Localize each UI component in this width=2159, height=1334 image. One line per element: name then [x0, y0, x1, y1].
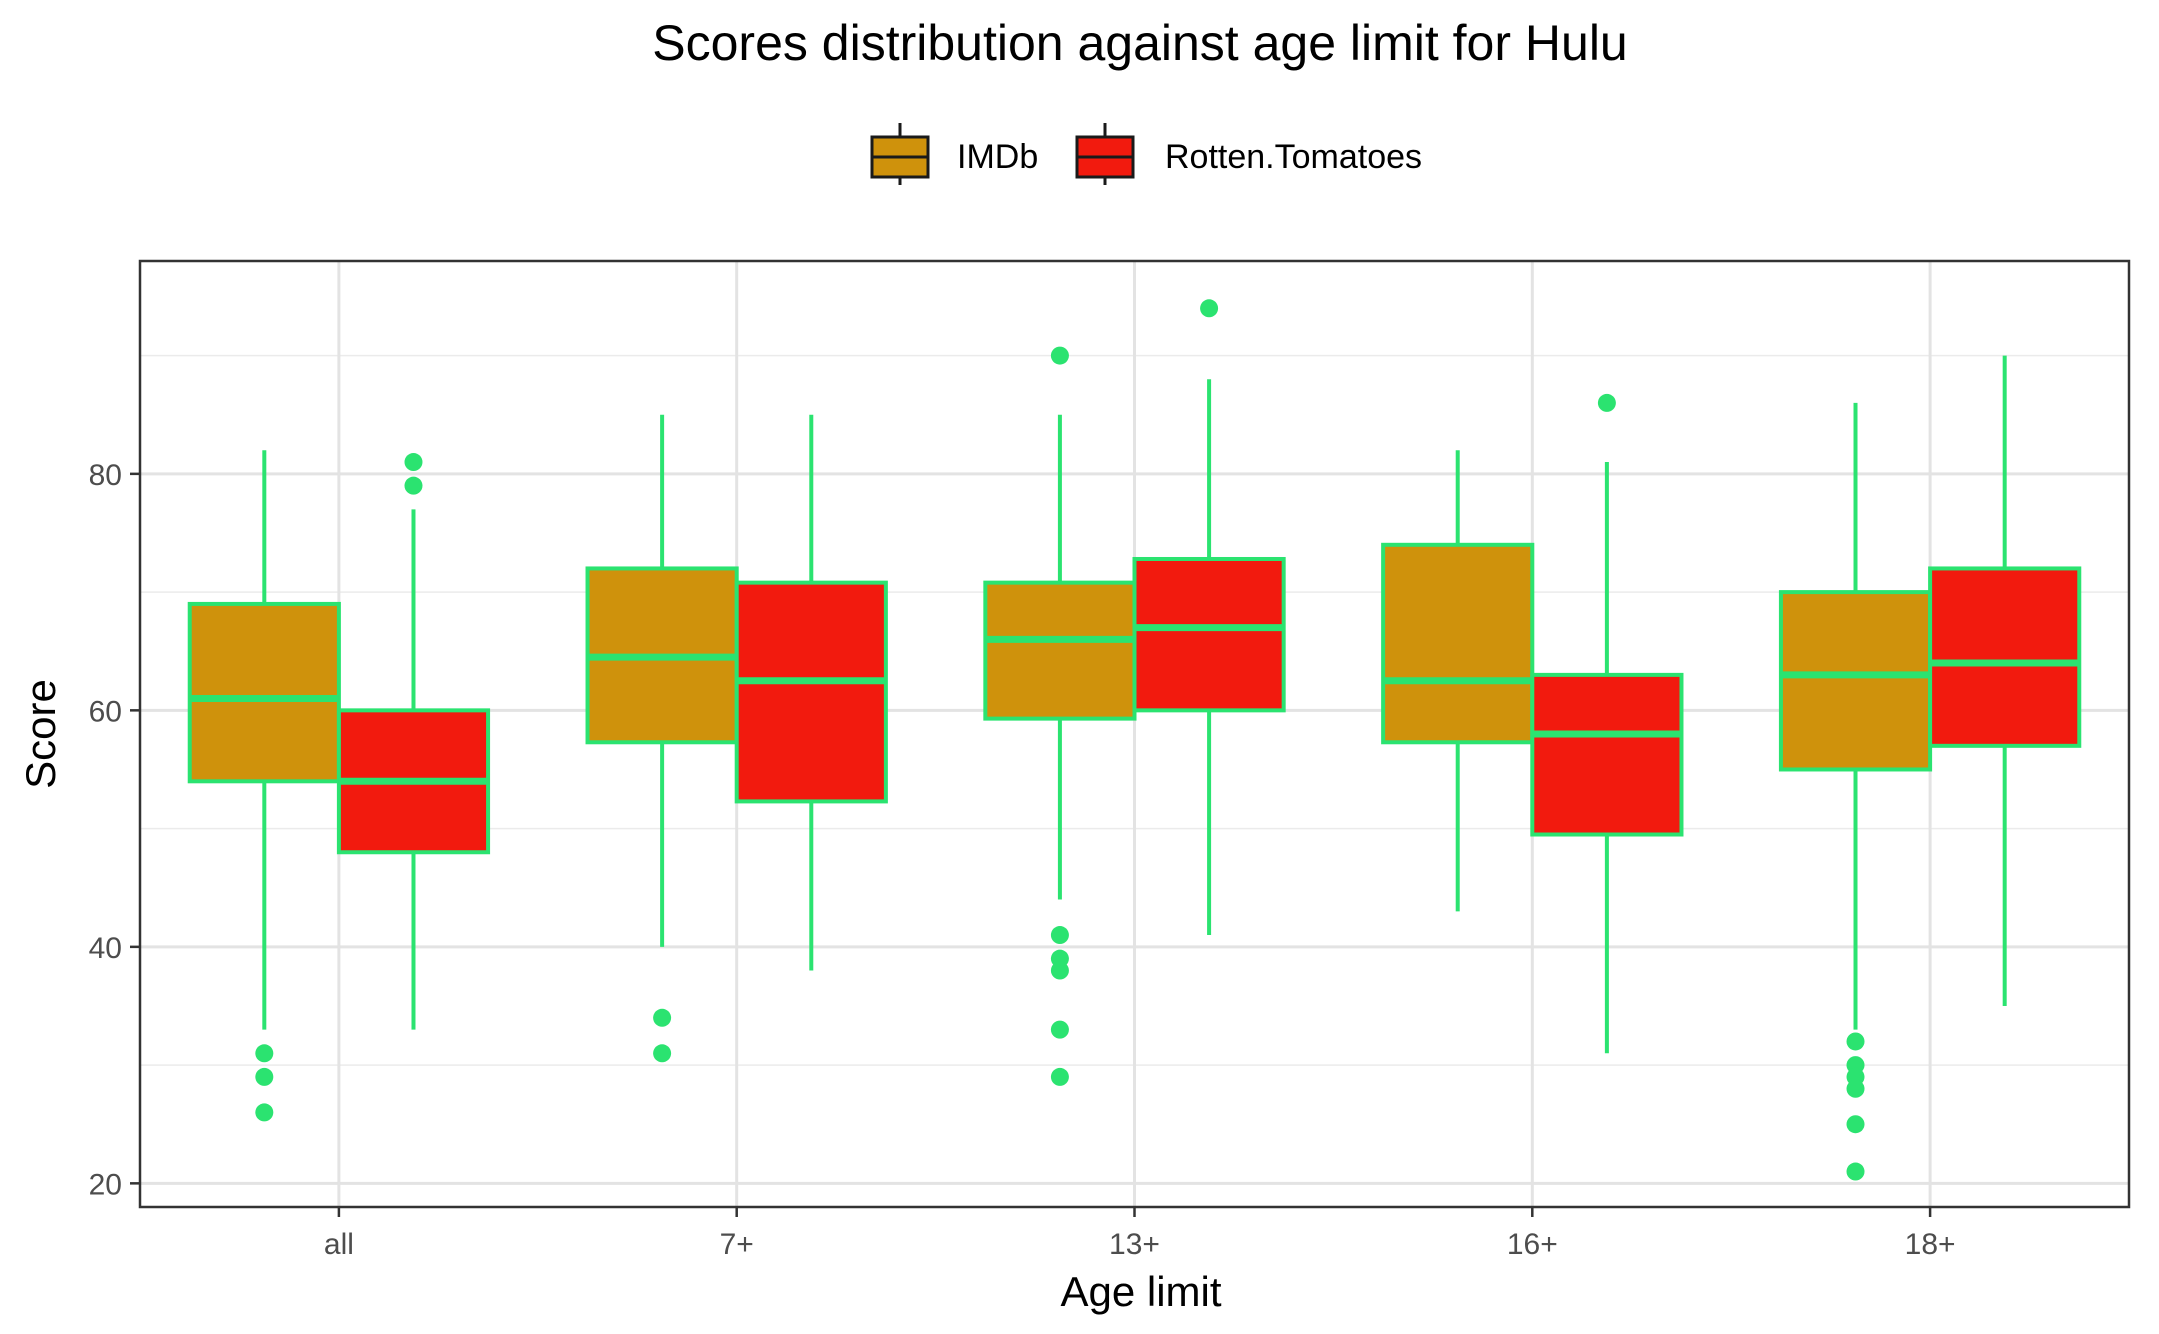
- box-imdb-3: [1381, 450, 1535, 912]
- box-body: [734, 580, 888, 804]
- x-tick-label: 18+: [1905, 1228, 1956, 1261]
- outlier-point: [653, 1008, 672, 1027]
- box-body: [1132, 556, 1286, 713]
- box-body: [1530, 672, 1684, 837]
- y-tick-label: 20: [89, 1168, 122, 1201]
- x-tick-label: 13+: [1109, 1228, 1160, 1261]
- outlier-point: [1597, 393, 1616, 412]
- outlier-point: [1050, 1020, 1069, 1039]
- outlier-point: [1846, 1079, 1865, 1098]
- box-imdb-4: [1778, 402, 1933, 1181]
- legend-item-imdb: IMDb: [870, 123, 1038, 185]
- outlier-point: [255, 1067, 274, 1086]
- box-imdb-2: [983, 346, 1137, 1086]
- y-tick-label: 60: [89, 695, 122, 728]
- box-body: [187, 601, 341, 784]
- x-tick-label: all: [324, 1228, 354, 1261]
- legend-label-rotten-tomatoes: Rotten.Tomatoes: [1165, 138, 1422, 176]
- outlier-point: [1050, 1067, 1069, 1086]
- legend-label-imdb: IMDb: [957, 138, 1038, 176]
- box-body: [983, 580, 1137, 721]
- box-rotten-tomatoes-3: [1530, 393, 1684, 1054]
- y-tick-label: 80: [89, 459, 122, 492]
- box-rotten-tomatoes-1: [734, 414, 888, 971]
- x-tick-label: 7+: [720, 1228, 754, 1261]
- outlier-point: [404, 453, 423, 472]
- y-axis-title: Score: [17, 679, 64, 789]
- box-rotten-tomatoes-4: [1928, 355, 2082, 1006]
- plot-area: [187, 299, 2082, 1181]
- outlier-point: [1050, 926, 1069, 945]
- outlier-point: [255, 1103, 274, 1122]
- x-tick-label: 16+: [1507, 1228, 1558, 1261]
- outlier-point: [1200, 299, 1219, 318]
- outlier-point: [1846, 1032, 1865, 1051]
- box-body: [1778, 590, 1933, 772]
- outlier-point: [1050, 961, 1069, 980]
- outlier-point: [1846, 1162, 1865, 1181]
- box-body: [1381, 542, 1535, 745]
- x-axis-title: Age limit: [1060, 1268, 1221, 1315]
- legend: IMDb Rotten.Tomatoes: [870, 123, 1422, 185]
- outlier-point: [1050, 346, 1069, 365]
- box-rotten-tomatoes-0: [336, 453, 491, 1030]
- y-tick-label: 40: [89, 932, 122, 965]
- axes: 20 40 60 80 all 7+ 13+ 16+ 18+: [89, 459, 1956, 1261]
- outlier-point: [404, 476, 423, 495]
- box-rotten-tomatoes-2: [1132, 299, 1286, 936]
- outlier-point: [653, 1044, 672, 1063]
- box-imdb-1: [585, 414, 739, 1063]
- chart-title: Scores distribution against age limit fo…: [652, 15, 1627, 71]
- legend-item-rotten-tomatoes: Rotten.Tomatoes: [1075, 123, 1422, 185]
- outlier-point: [1846, 1115, 1865, 1134]
- outlier-point: [255, 1044, 274, 1063]
- box-imdb-0: [187, 450, 341, 1122]
- box-body: [1928, 566, 2082, 748]
